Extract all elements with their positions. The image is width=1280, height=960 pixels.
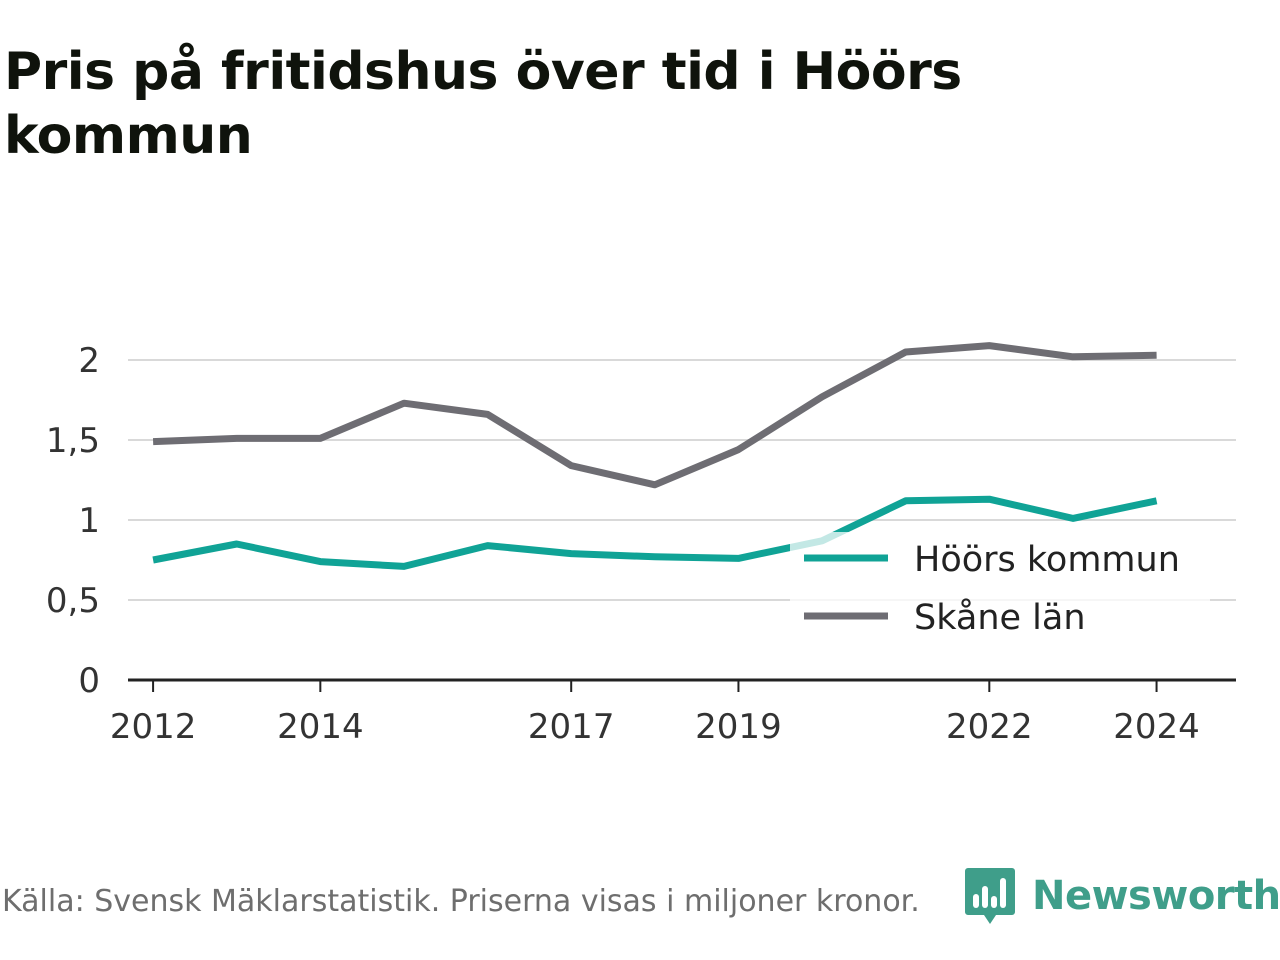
x-tick-label: 2019 (695, 707, 782, 747)
y-tick-label: 1,5 (46, 421, 100, 461)
newsworthy-logo-icon (965, 868, 1015, 924)
x-tick-label: 2014 (277, 707, 364, 747)
y-axis-ticks: 0 0,5 1 1,5 2 (46, 341, 100, 701)
chart-title: Pris på fritidshus över tid i Höörs komm… (4, 42, 962, 166)
line-chart: 0 0,5 1 1,5 2 2012 2014 2017 2019 2022 2024 Höörs… (46, 341, 1236, 747)
x-axis: 2012 2014 2017 2019 2022 2024 (110, 678, 1236, 747)
y-tick-label: 2 (78, 341, 100, 381)
x-tick-label: 2017 (528, 707, 615, 747)
brand-logo: Newsworthy (964, 864, 1280, 928)
legend-background (790, 532, 1210, 644)
x-tick-label: 2012 (110, 707, 197, 747)
x-tick-label: 2022 (946, 707, 1033, 747)
legend: Höörs kommun Skåne län (790, 532, 1210, 644)
x-tick-label: 2024 (1113, 707, 1200, 747)
series-line (152, 342, 1157, 489)
y-tick-label: 0,5 (46, 581, 100, 621)
y-tick-label: 1 (78, 501, 100, 541)
legend-label: Höörs kommun (914, 540, 1180, 580)
legend-label: Skåne län (914, 597, 1086, 638)
y-tick-label: 0 (78, 661, 100, 701)
series-line (152, 495, 1158, 570)
source-note: Källa: Svensk Mäklarstatistik. Priserna … (2, 884, 920, 919)
series-lines (152, 342, 1158, 570)
brand-name: Newsworthy (1032, 873, 1280, 919)
